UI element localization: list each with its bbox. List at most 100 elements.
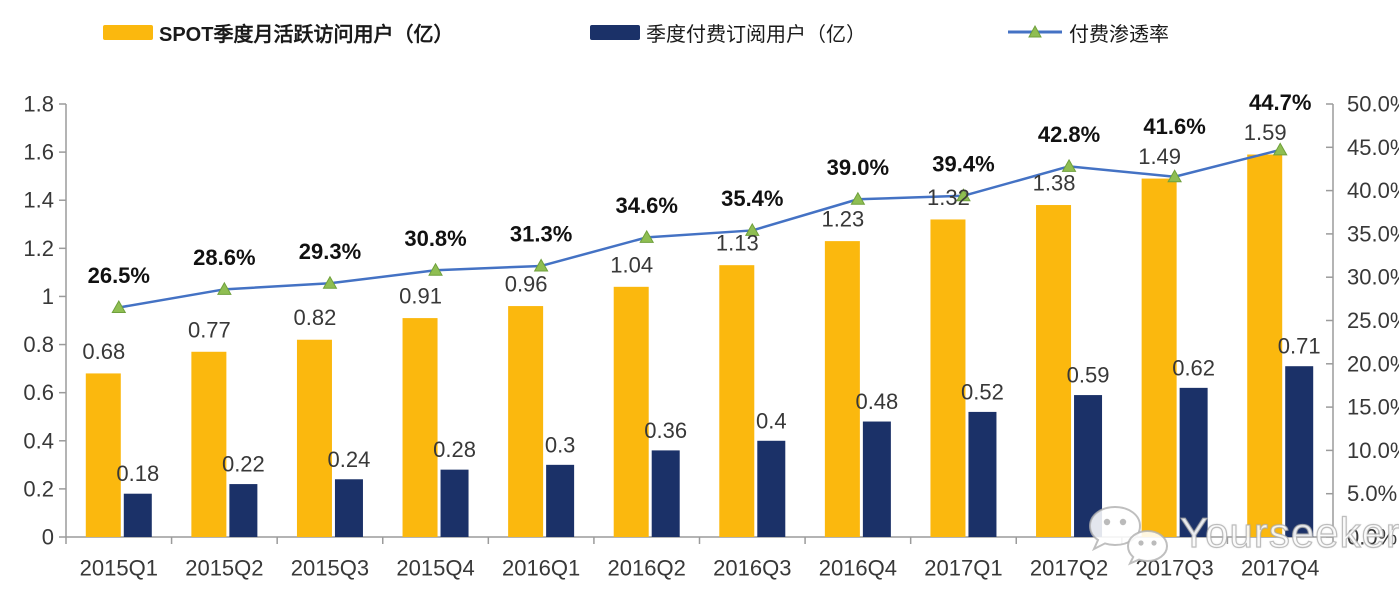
mau-value-label: 1.04 — [610, 252, 653, 277]
subscribers-value-label: 0.48 — [855, 389, 898, 414]
mau-bar-2017Q3 — [1141, 178, 1177, 538]
y-axis-left-tick-label: 0.4 — [23, 428, 54, 453]
subscribers-value-label: 0.62 — [1172, 355, 1215, 380]
penetration-value-label: 35.4% — [721, 186, 783, 211]
subscribers-legend-label: 季度付费订阅用户（亿） — [646, 23, 866, 46]
penetration-marker-2016Q4 — [850, 191, 866, 205]
penetration-marker-2017Q3 — [1167, 169, 1182, 183]
mau-bar-2016Q2 — [613, 286, 649, 537]
subscribers-value-label: 0.18 — [116, 461, 159, 486]
mau-value-label: 0.77 — [188, 317, 231, 342]
penetration-value-label: 41.6% — [1143, 114, 1205, 139]
penetration-marker-2016Q2 — [639, 229, 655, 243]
y-axis-right-tick-label: 50.0% — [1347, 92, 1399, 117]
mau-bar-2017Q1 — [930, 219, 966, 537]
penetration-value-label: 26.5% — [88, 263, 150, 288]
y-axis-left-tick-label: 0.2 — [23, 476, 54, 501]
mau-bar-2015Q3 — [296, 339, 332, 537]
subscribers-bar-2016Q1 — [546, 464, 575, 537]
y-axis-right-tick-label: 30.0% — [1347, 265, 1399, 290]
mau-bar-2015Q4 — [402, 318, 438, 537]
penetration-value-label: 42.8% — [1038, 122, 1100, 147]
x-axis-category-label: 2016Q4 — [819, 556, 897, 581]
y-axis-left-tick-label: 1.4 — [23, 188, 54, 213]
subscribers-value-label: 0.3 — [545, 432, 576, 457]
penetration-value-label: 29.3% — [299, 239, 361, 264]
subscribers-bar-2015Q3 — [334, 479, 363, 537]
y-axis-right-tick-label: 40.0% — [1347, 178, 1399, 203]
mau-legend-swatch — [103, 24, 153, 40]
mau-bar-2017Q2 — [1036, 205, 1072, 538]
x-axis-category-label: 2017Q1 — [924, 556, 1002, 581]
subscribers-bar-2017Q2 — [1074, 395, 1103, 537]
x-axis-category-label: 2016Q1 — [502, 556, 580, 581]
penetration-marker-2015Q2 — [217, 281, 232, 295]
mau-bar-2016Q3 — [719, 265, 755, 537]
mau-bar-2017Q4 — [1247, 154, 1283, 537]
x-axis-category-label: 2015Q3 — [291, 556, 369, 581]
subscribers-value-label: 0.28 — [433, 437, 476, 462]
subscribers-legend-swatch — [590, 24, 640, 40]
mau-value-label: 0.68 — [82, 339, 125, 364]
x-axis-category-label: 2017Q2 — [1030, 556, 1108, 581]
mau-value-label: 1.23 — [821, 207, 864, 232]
subscribers-value-label: 0.36 — [644, 418, 687, 443]
mau-value-label: 1.13 — [716, 231, 759, 256]
subscribers-bar-2016Q4 — [862, 421, 891, 537]
subscribers-bar-2015Q2 — [229, 484, 258, 537]
subscribers-value-label: 0.52 — [961, 379, 1004, 404]
subscribers-bar-2015Q4 — [440, 469, 469, 537]
subscribers-bar-2017Q1 — [968, 411, 997, 537]
subscribers-value-label: 0.24 — [328, 447, 371, 472]
subscribers-bar-2016Q2 — [651, 450, 680, 537]
subscribers-value-label: 0.71 — [1278, 334, 1321, 359]
mau-bar-2016Q4 — [824, 241, 860, 537]
y-axis-left-tick-label: 0.8 — [23, 332, 54, 357]
mau-bar-2015Q2 — [191, 351, 227, 537]
y-axis-right-tick-label: 20.0% — [1347, 351, 1399, 376]
penetration-value-label: 30.8% — [404, 226, 466, 251]
penetration-marker-2016Q1 — [533, 258, 549, 272]
x-axis-category-label: 2016Q2 — [608, 556, 686, 581]
penetration-value-label: 34.6% — [616, 193, 678, 218]
mau-bar-2016Q1 — [508, 306, 544, 537]
penetration-marker-2015Q3 — [322, 275, 338, 289]
mau-bar-2015Q1 — [85, 373, 121, 537]
y-axis-right-tick-label: 25.0% — [1347, 308, 1399, 333]
mau-value-label: 1.59 — [1244, 120, 1287, 145]
penetration-value-label: 39.0% — [827, 155, 889, 180]
mau-value-label: 1.49 — [1138, 144, 1181, 169]
mau-value-label: 0.82 — [294, 305, 337, 330]
penetration-marker-2016Q3 — [744, 222, 760, 236]
y-axis-left-tick-label: 1.2 — [23, 236, 54, 261]
mau-value-label: 0.96 — [505, 272, 548, 297]
penetration-marker-2017Q2 — [1061, 158, 1077, 172]
mau-legend-label: SPOT季度月活跃访问用户（亿） — [159, 23, 454, 46]
penetration-value-label: 39.4% — [932, 151, 994, 176]
legend-item-penetration: 付费渗透率 — [1007, 21, 1169, 46]
y-axis-right-tick-label: 0.0% — [1347, 525, 1397, 550]
y-axis-left-tick-label: 0.6 — [23, 380, 54, 405]
x-axis-category-label: 2015Q1 — [80, 556, 158, 581]
y-axis-left-tick-label: 1.6 — [23, 140, 54, 165]
mau-value-label: 1.38 — [1033, 171, 1076, 196]
x-axis-category-label: 2015Q2 — [185, 556, 263, 581]
penetration-value-label: 28.6% — [193, 245, 255, 270]
subscribers-value-label: 0.22 — [222, 452, 265, 477]
y-axis-right-tick-label: 10.0% — [1347, 438, 1399, 463]
y-axis-right-tick-label: 45.0% — [1347, 135, 1399, 160]
y-axis-left-tick-label: 1 — [42, 284, 54, 309]
subscribers-bar-2016Q3 — [757, 440, 786, 537]
penetration-value-label: 31.3% — [510, 221, 572, 246]
penetration-marker-2017Q4 — [1272, 142, 1288, 156]
x-axis-category-label: 2017Q3 — [1135, 556, 1213, 581]
legend-item-mau: SPOT季度月活跃访问用户（亿） — [103, 21, 453, 46]
y-axis-right-tick-label: 15.0% — [1347, 395, 1399, 420]
y-axis-left-tick-label: 0 — [42, 525, 54, 550]
penetration-line-swatch — [1008, 24, 1062, 38]
y-axis-right-tick-label: 5.0% — [1347, 481, 1397, 506]
penetration-marker-2017Q1 — [956, 188, 971, 202]
y-axis-right-tick-label: 35.0% — [1347, 221, 1399, 246]
